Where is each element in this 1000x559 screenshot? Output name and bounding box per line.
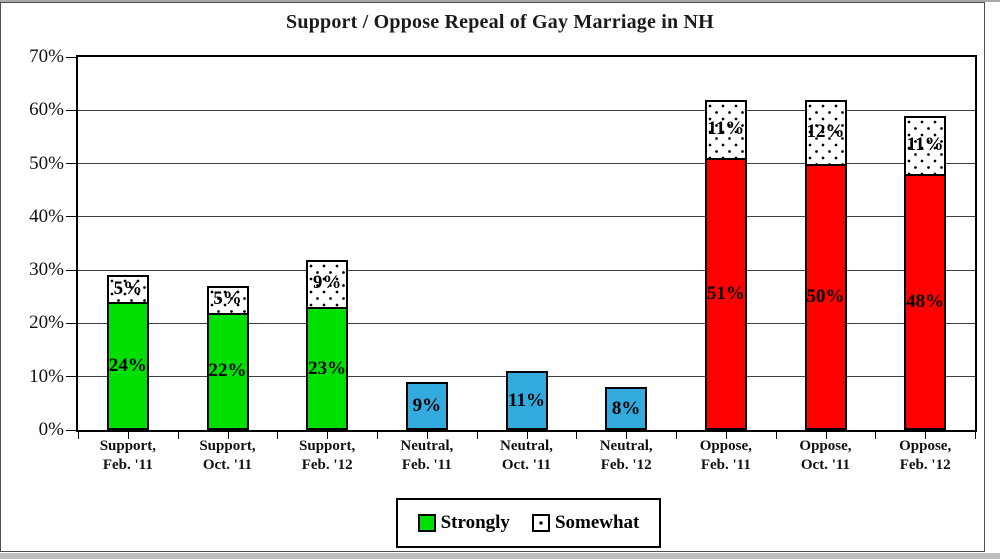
- x-axis-tick: [975, 432, 976, 439]
- somewhat-value-label: 12%: [806, 120, 845, 142]
- y-axis-tick: [66, 376, 76, 378]
- x-axis-category-label: Neutral, Feb. '11: [400, 438, 454, 473]
- x-axis-tick: [875, 432, 877, 439]
- somewhat-value-label: 5%: [113, 277, 143, 299]
- somewhat-value-label: 11%: [906, 133, 944, 155]
- top-edge-divider: [0, 0, 1000, 2]
- x-axis-category-label: Oppose, Feb. '11: [699, 438, 752, 473]
- plot-area: 5% 24% 5% 22% 9% 23% 9% 11% 8% 11% 51% 12% 50% 11% 48%: [76, 55, 977, 432]
- legend: Strongly Somewhat: [396, 498, 661, 548]
- y-axis-label: 70%: [29, 46, 64, 67]
- x-axis-tick: [526, 432, 528, 439]
- legend-label-somewhat: Somewhat: [554, 512, 640, 533]
- gridline-60: [78, 109, 975, 111]
- gridline-30: [78, 269, 975, 271]
- strongly-value-label: 23%: [308, 357, 347, 379]
- legend-item-somewhat: Somewhat: [531, 512, 640, 534]
- x-axis-tick: [626, 432, 628, 439]
- y-axis-label: 50%: [29, 152, 64, 174]
- strongly-value-label: 11%: [508, 389, 545, 411]
- y-axis-label: 40%: [29, 205, 64, 227]
- y-axis-tick: [66, 163, 76, 165]
- y-axis-label: 10%: [29, 365, 64, 387]
- strongly-value-label: 51%: [706, 283, 745, 305]
- x-axis-tick: [775, 432, 777, 439]
- strongly-value-label: 48%: [906, 291, 945, 313]
- x-axis-tick: [576, 432, 578, 439]
- strongly-swatch-icon: [417, 514, 436, 532]
- bar-strongly-segment: [605, 387, 648, 430]
- x-axis-tick: [725, 432, 727, 439]
- x-axis-tick: [127, 432, 129, 439]
- x-axis-tick: [78, 432, 79, 439]
- y-axis-tick: [66, 216, 76, 218]
- somewhat-swatch-icon: [531, 514, 550, 532]
- legend-label-strongly: Strongly: [440, 512, 510, 533]
- y-axis-label: 30%: [29, 259, 64, 281]
- y-axis-label: 0%: [38, 419, 64, 440]
- bar-somewhat-segment: [904, 115, 947, 177]
- y-axis-tick: [66, 322, 76, 324]
- x-axis-tick: [925, 432, 927, 439]
- bar-strongly-segment: [904, 174, 947, 430]
- y-axis-tick: [66, 56, 76, 58]
- bar-strongly-segment: [505, 371, 548, 430]
- y-axis-tick: [66, 109, 76, 111]
- y-axis-tick: [66, 269, 76, 271]
- legend-item-strongly: Strongly: [417, 512, 510, 534]
- x-axis-category-label: Neutral, Feb. '12: [599, 438, 653, 473]
- y-axis-label: 20%: [29, 312, 64, 334]
- bar-strongly-segment: [306, 307, 349, 430]
- x-axis-tick: [377, 432, 378, 439]
- x-axis-tick: [277, 432, 279, 439]
- x-axis-tick: [426, 432, 428, 439]
- x-axis-category-label: Oppose, Oct. '11: [799, 438, 852, 473]
- x-axis-category-label: Support, Oct. '11: [199, 438, 256, 473]
- strongly-value-label: 50%: [806, 285, 845, 307]
- bottom-edge-strip: [0, 553, 1000, 559]
- strongly-value-label: 22%: [208, 360, 247, 382]
- x-axis-tick: [327, 432, 329, 439]
- x-axis-tick: [676, 432, 677, 439]
- bar-somewhat-segment: [206, 286, 249, 315]
- gridline-20: [78, 322, 975, 324]
- bar-strongly-segment: [704, 158, 747, 430]
- chart-title: Support / Oppose Repeal of Gay Marriage …: [286, 11, 714, 33]
- strongly-value-label: 24%: [108, 355, 147, 377]
- x-axis-tick: [177, 432, 179, 439]
- bar-somewhat-segment: [804, 99, 847, 166]
- gridline-40: [78, 216, 975, 218]
- x-axis-category-label: Neutral, Oct. '11: [500, 438, 553, 473]
- somewhat-value-label: 9%: [312, 272, 342, 294]
- y-axis-tick: [66, 429, 76, 431]
- x-axis-tick: [227, 432, 229, 439]
- bar-strongly-segment: [405, 382, 448, 430]
- strongly-value-label: 8%: [611, 397, 641, 419]
- x-axis-category-label: Oppose, Feb. '12: [899, 438, 952, 473]
- x-axis-category-label: Support, Feb. '11: [99, 438, 156, 473]
- x-axis-category-label: Support, Feb. '12: [299, 438, 356, 473]
- somewhat-value-label: 11%: [707, 117, 745, 139]
- x-axis-tick: [825, 432, 827, 439]
- gridline-50: [78, 163, 975, 165]
- bar-somewhat-segment: [306, 259, 349, 310]
- bar-somewhat-segment: [704, 99, 747, 161]
- somewhat-value-label: 5%: [213, 288, 242, 310]
- bar-somewhat-segment: [106, 275, 149, 305]
- strongly-value-label: 9%: [412, 395, 442, 417]
- y-axis-label: 60%: [29, 99, 64, 121]
- x-axis-tick: [476, 432, 478, 439]
- bar-strongly-segment: [804, 163, 847, 430]
